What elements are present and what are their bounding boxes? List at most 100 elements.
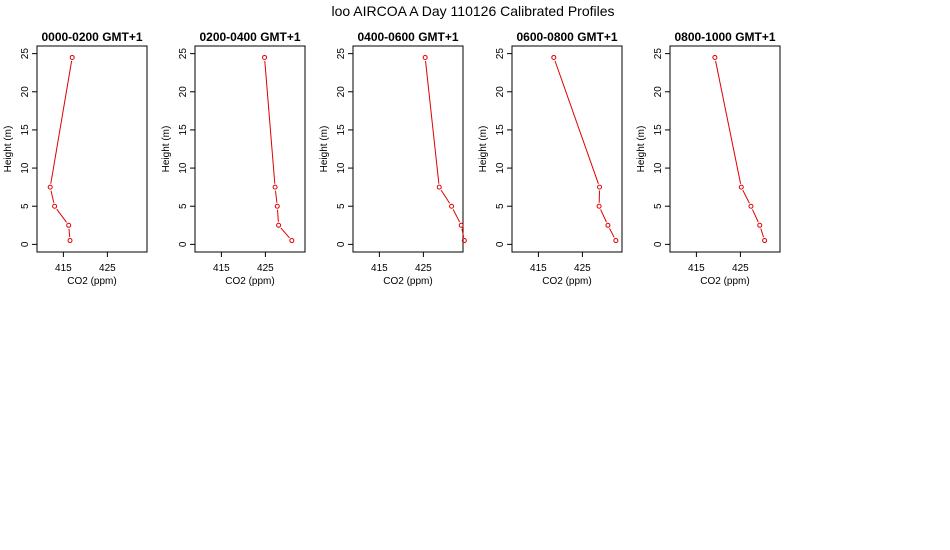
plot-frame — [511, 45, 623, 253]
y-tick-label: 0 — [495, 241, 506, 247]
data-point — [449, 203, 455, 209]
y-axis-label: Height (m) — [636, 126, 647, 173]
profile-line-segment — [742, 190, 750, 204]
x-axis-label: CO2 (ppm) — [700, 276, 749, 287]
y-tick-label: 5 — [20, 203, 31, 209]
x-tick-label: 425 — [732, 263, 749, 274]
profile-line-segment — [56, 208, 68, 223]
profile-line-segment — [452, 209, 461, 223]
profile-panel: 0400-0600 GMT+1 0 5 10 15 20 25 415 425 CO2 (ppm)… — [319, 30, 467, 287]
data-point — [461, 238, 467, 244]
y-tick-label: 10 — [178, 162, 189, 174]
y-tick-label: 25 — [653, 48, 664, 60]
y-tick-label: 20 — [653, 86, 664, 98]
y-tick-label: 20 — [495, 86, 506, 98]
profile-line-segment — [600, 209, 607, 223]
y-tick-label: 10 — [336, 162, 347, 174]
x-axis-label: CO2 (ppm) — [542, 276, 591, 287]
y-axis-label: Height (m) — [3, 126, 14, 173]
data-point — [458, 222, 464, 228]
y-tick-label: 15 — [178, 124, 189, 136]
y-tick-label: 15 — [20, 124, 31, 136]
profile-panel: 0600-0800 GMT+1 0 5 10 15 20 25 415 425 CO2 (ppm)… — [478, 30, 623, 287]
y-axis-label: Height (m) — [319, 126, 330, 173]
profile-line-segment — [277, 209, 279, 222]
y-tick-label: 20 — [20, 86, 31, 98]
x-tick-label: 415 — [688, 263, 705, 274]
data-point — [738, 184, 744, 190]
x-tick-label: 425 — [574, 263, 591, 274]
data-point — [69, 54, 75, 60]
data-point — [712, 54, 718, 60]
x-axis-label: CO2 (ppm) — [225, 276, 274, 287]
panel-title: 0200-0400 GMT+1 — [199, 30, 300, 44]
profile-line-segment — [440, 189, 451, 204]
panel-title: 0000-0200 GMT+1 — [41, 30, 142, 44]
data-point — [762, 238, 768, 244]
y-tick-label: 25 — [336, 48, 347, 60]
profile-line-segment — [609, 228, 615, 238]
data-point — [274, 203, 280, 209]
profile-panel: 0000-0200 GMT+1 0 5 10 15 20 25 415 425 CO2 (ppm)… — [3, 30, 148, 287]
data-point — [605, 222, 611, 228]
y-tick-label: 10 — [20, 162, 31, 174]
x-axis-label: CO2 (ppm) — [383, 276, 432, 287]
profile-line-segment — [461, 228, 465, 238]
profile-line-segment — [715, 60, 742, 184]
data-point — [757, 222, 763, 228]
plot-frame — [194, 45, 306, 253]
y-tick-label: 15 — [653, 124, 664, 136]
plot-frame — [36, 45, 148, 253]
profile-line-segment — [425, 60, 440, 184]
profile-line-segment — [751, 209, 759, 223]
y-axis-label: Height (m) — [478, 126, 489, 173]
x-tick-label: 425 — [415, 263, 432, 274]
data-point — [436, 184, 442, 190]
x-tick-label: 425 — [257, 263, 274, 274]
y-tick-label: 15 — [336, 124, 347, 136]
x-tick-label: 415 — [371, 263, 388, 274]
figure-title: loo AIRCOA A Day 110126 Calibrated Profi… — [331, 3, 614, 19]
data-point — [422, 54, 428, 60]
data-point — [66, 222, 72, 228]
y-tick-label: 20 — [178, 86, 189, 98]
y-tick-label: 25 — [20, 48, 31, 60]
data-point — [597, 184, 603, 190]
data-point — [289, 238, 295, 244]
y-tick-label: 0 — [20, 241, 31, 247]
x-tick-label: 425 — [99, 263, 116, 274]
data-point — [613, 238, 619, 244]
profile-line-segment — [264, 60, 276, 184]
data-point — [67, 238, 73, 244]
panel-title: 0600-0800 GMT+1 — [516, 30, 617, 44]
plot-frame — [669, 45, 781, 253]
profile-panel: 0800-1000 GMT+1 0 5 10 15 20 25 415 425 CO2 (ppm)… — [636, 30, 781, 287]
y-tick-label: 5 — [178, 203, 189, 209]
y-tick-label: 10 — [495, 162, 506, 174]
y-tick-label: 15 — [495, 124, 506, 136]
profile-line-segment — [68, 228, 71, 238]
data-point — [272, 184, 278, 190]
y-tick-label: 5 — [653, 203, 664, 209]
panel-title: 0400-0600 GMT+1 — [357, 30, 458, 44]
profile-line-segment — [274, 190, 278, 203]
y-tick-label: 5 — [495, 203, 506, 209]
profile-line-segment — [50, 60, 73, 184]
y-tick-label: 10 — [653, 162, 664, 174]
y-tick-label: 5 — [336, 203, 347, 209]
profile-line-segment — [50, 190, 55, 203]
x-tick-label: 415 — [530, 263, 547, 274]
x-tick-label: 415 — [55, 263, 72, 274]
y-axis-label: Height (m) — [161, 126, 172, 173]
data-point — [596, 203, 602, 209]
x-tick-label: 415 — [213, 263, 230, 274]
data-point — [52, 203, 58, 209]
data-point — [262, 54, 268, 60]
x-axis-label: CO2 (ppm) — [67, 276, 116, 287]
profile-line-segment — [280, 227, 290, 239]
data-point — [47, 184, 53, 190]
y-tick-label: 0 — [653, 241, 664, 247]
data-point — [276, 222, 282, 228]
profile-line-segment — [760, 228, 765, 238]
y-tick-label: 0 — [336, 241, 347, 247]
